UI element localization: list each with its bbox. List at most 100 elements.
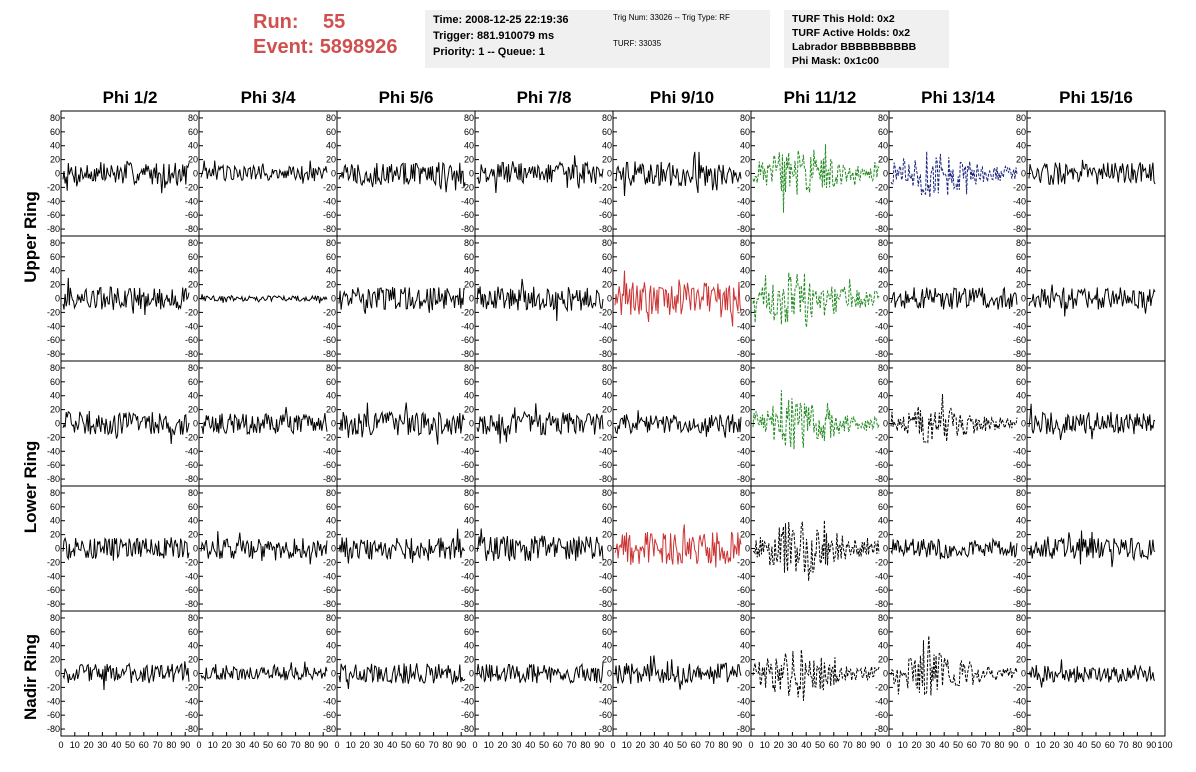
y-tick-label: 0 xyxy=(55,544,60,554)
turf-active-text: TURF Active Holds: 0x2 xyxy=(792,27,911,39)
waveform-trace xyxy=(1028,530,1156,568)
y-tick-label: -80 xyxy=(599,349,612,359)
event-label: Event: xyxy=(253,36,315,58)
y-tick-label: -20 xyxy=(737,182,750,192)
y-tick-label: 40 xyxy=(602,641,612,651)
y-tick-label: -80 xyxy=(599,474,612,484)
x-tick-label: 20 xyxy=(1050,740,1060,750)
y-tick-label: 80 xyxy=(326,488,336,498)
y-tick-label: -20 xyxy=(185,182,198,192)
turf-info-box: TURF This Hold: 0x2 TURF Active Holds: 0… xyxy=(784,10,949,68)
column-header: Phi 1/2 xyxy=(102,88,158,107)
y-tick-label: 80 xyxy=(602,488,612,498)
x-tick-label: 30 xyxy=(373,740,383,750)
x-tick-label: 10 xyxy=(208,740,218,750)
y-tick-label: 20 xyxy=(464,405,474,415)
y-tick-label: 20 xyxy=(326,280,336,290)
trig-info-box: Trig Num: 33026 -- Trig Type: RF TURF: 3… xyxy=(605,10,770,68)
y-tick-label: -20 xyxy=(47,682,60,692)
y-tick-label: -80 xyxy=(185,599,198,609)
y-tick-label: -80 xyxy=(47,599,60,609)
y-tick-label: 40 xyxy=(464,516,474,526)
waveform-trace xyxy=(614,655,742,690)
panel-frame xyxy=(198,485,338,612)
y-tick-label: 40 xyxy=(188,391,198,401)
y-tick-label: -80 xyxy=(1013,474,1026,484)
phi-mask-text: Phi Mask: 0x1c00 xyxy=(792,55,879,67)
y-tick-label: -60 xyxy=(47,710,60,720)
x-tick-label: 60 xyxy=(553,740,563,750)
y-tick-label: 40 xyxy=(602,141,612,151)
y-tick-label: 0 xyxy=(883,669,888,679)
x-tick-label: 50 xyxy=(401,740,411,750)
x-tick-label: 60 xyxy=(829,740,839,750)
y-tick-label: -60 xyxy=(599,585,612,595)
waveform-trace xyxy=(890,151,1018,198)
panel-frame xyxy=(612,110,752,237)
y-tick-label: 20 xyxy=(464,155,474,165)
x-tick-label: 90 xyxy=(180,740,190,750)
y-tick-label: -20 xyxy=(185,307,198,317)
y-tick-label: -60 xyxy=(185,460,198,470)
x-tick-label: 50 xyxy=(1091,740,1101,750)
y-tick-label: -20 xyxy=(47,557,60,567)
y-tick-label: 0 xyxy=(883,294,888,304)
y-tick-label: -20 xyxy=(1013,307,1026,317)
y-tick-label: 60 xyxy=(602,377,612,387)
run-value: 55 xyxy=(323,11,346,33)
y-tick-label: 40 xyxy=(602,391,612,401)
y-tick-label: -40 xyxy=(1013,571,1026,581)
y-tick-label: 40 xyxy=(188,141,198,151)
y-tick-label: -60 xyxy=(875,585,888,595)
y-tick-label: -40 xyxy=(323,696,336,706)
waveform-trace xyxy=(752,649,880,701)
y-tick-label: 20 xyxy=(740,530,750,540)
y-tick-label: -80 xyxy=(47,349,60,359)
y-tick-label: -40 xyxy=(461,696,474,706)
y-tick-label: 0 xyxy=(193,669,198,679)
y-tick-label: 80 xyxy=(326,363,336,373)
x-tick-label: 0 xyxy=(58,740,63,750)
y-tick-label: -40 xyxy=(737,571,750,581)
y-tick-label: 40 xyxy=(50,266,60,276)
x-tick-label: 40 xyxy=(663,740,673,750)
y-tick-label: -40 xyxy=(47,196,60,206)
x-tick-label: 70 xyxy=(429,740,439,750)
y-tick-label: 40 xyxy=(878,266,888,276)
y-tick-label: -20 xyxy=(737,682,750,692)
waveform-trace xyxy=(476,662,604,685)
y-tick-label: 0 xyxy=(55,419,60,429)
waveform-trace xyxy=(62,410,190,445)
panel-frame xyxy=(750,235,890,362)
x-tick-label: 80 xyxy=(994,740,1004,750)
y-tick-label: -60 xyxy=(1013,335,1026,345)
y-tick-label: 80 xyxy=(50,113,60,123)
y-tick-label: -60 xyxy=(599,460,612,470)
y-tick-label: 60 xyxy=(326,627,336,637)
y-tick-label: 60 xyxy=(602,627,612,637)
waveform-trace xyxy=(338,402,466,445)
y-tick-label: 40 xyxy=(740,391,750,401)
x-tick-label: 70 xyxy=(291,740,301,750)
y-tick-label: -80 xyxy=(599,599,612,609)
waveform-trace xyxy=(752,144,880,213)
y-tick-label: -20 xyxy=(185,682,198,692)
y-tick-label: 80 xyxy=(464,613,474,623)
x-tick-label: 20 xyxy=(498,740,508,750)
y-tick-label: 80 xyxy=(1016,488,1026,498)
y-tick-label: -40 xyxy=(599,321,612,331)
y-tick-label: 60 xyxy=(464,627,474,637)
y-tick-label: -20 xyxy=(875,432,888,442)
y-tick-label: 80 xyxy=(326,238,336,248)
y-tick-label: 20 xyxy=(1016,655,1026,665)
x-tick-label: 90 xyxy=(318,740,328,750)
y-tick-label: -80 xyxy=(323,474,336,484)
y-tick-label: -20 xyxy=(599,682,612,692)
waveform-trace xyxy=(476,155,604,194)
y-tick-label: -60 xyxy=(737,710,750,720)
y-tick-label: 80 xyxy=(50,488,60,498)
y-tick-label: 40 xyxy=(326,141,336,151)
x-tick-label: 10 xyxy=(1036,740,1046,750)
waveform-trace xyxy=(1028,284,1156,317)
y-tick-label: 20 xyxy=(602,155,612,165)
